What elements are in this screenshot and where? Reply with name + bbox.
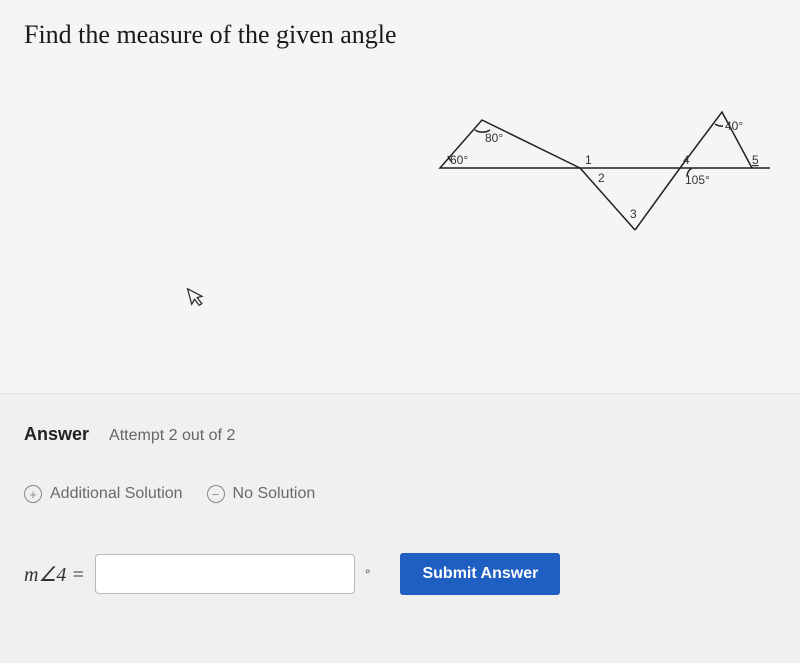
additional-solution-button[interactable]: + Additional Solution bbox=[24, 485, 183, 503]
angle-1-label: 1 bbox=[585, 153, 592, 167]
no-solution-button[interactable]: − No Solution bbox=[207, 485, 316, 503]
degree-symbol: ° bbox=[365, 566, 371, 582]
angle-input[interactable] bbox=[95, 554, 355, 594]
question-prompt: Find the measure of the given angle bbox=[24, 20, 776, 50]
answer-header: Answer Attempt 2 out of 2 bbox=[24, 424, 776, 445]
attempt-text: Attempt 2 out of 2 bbox=[109, 427, 235, 444]
solution-options: + Additional Solution − No Solution bbox=[24, 485, 776, 503]
answer-section: Answer Attempt 2 out of 2 + Additional S… bbox=[0, 393, 800, 663]
geometry-diagram: 80° 60° 1 2 3 4 5 40° 105° bbox=[430, 90, 790, 270]
angle-5-label: 5 bbox=[752, 153, 759, 167]
input-row: m∠4 = ° Submit Answer bbox=[24, 553, 776, 595]
angle-3-label: 3 bbox=[630, 207, 637, 221]
angle-60-label: 60° bbox=[450, 153, 468, 167]
answer-label: Answer bbox=[24, 424, 89, 444]
angle-40-label: 40° bbox=[725, 119, 743, 133]
angle-80-label: 80° bbox=[485, 131, 503, 145]
angle-input-label: m∠4 = bbox=[24, 562, 85, 587]
additional-solution-label: Additional Solution bbox=[50, 485, 183, 503]
angle-2-label: 2 bbox=[598, 171, 605, 185]
plus-icon: + bbox=[24, 485, 42, 503]
no-solution-label: No Solution bbox=[233, 485, 316, 503]
angle-105-label: 105° bbox=[685, 173, 710, 187]
angle-4-label: 4 bbox=[683, 153, 690, 167]
submit-button[interactable]: Submit Answer bbox=[400, 553, 560, 595]
diagram-area: 80° 60° 1 2 3 4 5 40° 105° bbox=[0, 90, 800, 290]
minus-icon: − bbox=[207, 485, 225, 503]
question-area: Find the measure of the given angle bbox=[0, 0, 800, 60]
